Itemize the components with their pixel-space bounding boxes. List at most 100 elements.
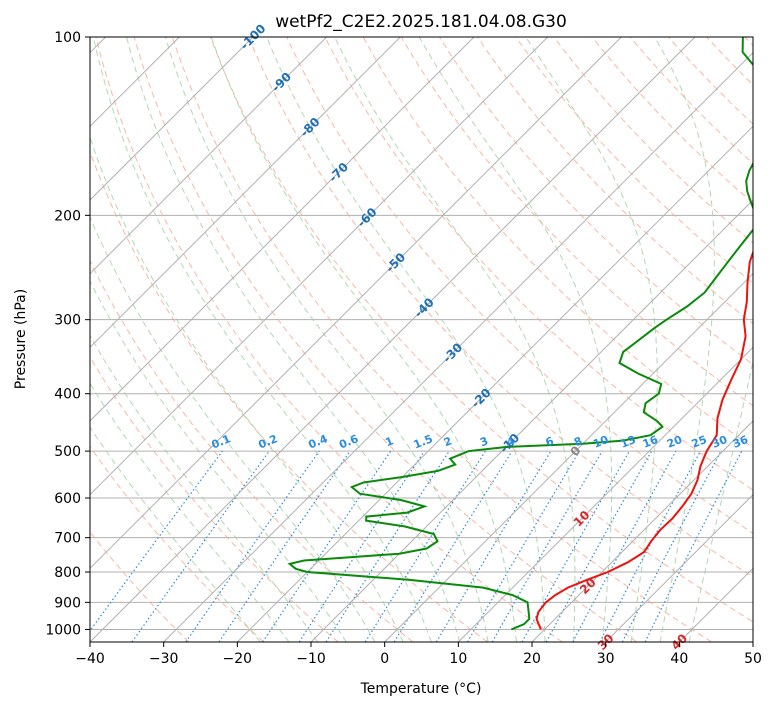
dry-adiabat	[90, 445, 264, 642]
isotherm	[90, 37, 254, 201]
moist-adiabat	[210, 37, 517, 642]
x-axis-ticks: −40 −30 −20 −10 0 10 20 30 40 50	[75, 642, 762, 667]
mixing-ratio-line	[521, 450, 631, 642]
moist-adiabat	[90, 426, 261, 642]
mixing-ratio-label: 30	[710, 433, 729, 451]
chart-title: wetPf2_C2E2.2025.181.04.08.G30	[275, 12, 567, 32]
moist-adiabat	[90, 135, 404, 642]
y-tick-label: 300	[54, 313, 81, 329]
isotherm	[605, 493, 753, 642]
mixing-ratio-line	[545, 450, 653, 642]
mixing-ratio-line	[572, 450, 677, 642]
dry-adiabat	[90, 150, 488, 642]
isotherm	[90, 37, 328, 275]
moist-adiabat	[126, 37, 461, 642]
moist-adiabat	[90, 382, 290, 642]
moist-adiabat	[92, 37, 432, 642]
y-axis-ticks: 100 200 300 400 500 600 700 800 900 1000	[45, 30, 90, 638]
isotherm	[457, 346, 753, 642]
mixing-ratio-label: 1	[383, 434, 395, 449]
plot-frame	[89, 36, 754, 643]
x-tick-label: −30	[149, 651, 179, 667]
mixing-ratio-line	[644, 450, 743, 642]
moist-adiabat	[164, 37, 489, 642]
x-tick-label: 10	[449, 651, 467, 667]
x-axis-label: Temperature (°C)	[360, 681, 482, 697]
mixing-ratio-line	[393, 450, 513, 642]
mixing-ratio-lines	[90, 450, 743, 642]
y-axis-label: Pressure (hPa)	[13, 289, 29, 389]
isotherm	[531, 420, 753, 642]
y-tick-label: 800	[54, 565, 81, 581]
dry-adiabat	[477, 37, 753, 325]
pressure-gridlines	[90, 37, 753, 630]
mixing-ratio-line	[298, 450, 425, 642]
mixing-ratio-label: 36	[731, 433, 750, 451]
isotherm	[310, 199, 753, 642]
moist-adiabat	[688, 358, 753, 642]
mixing-ratio-line	[131, 450, 270, 642]
dry-adiabat	[629, 37, 753, 165]
mixing-ratio-label: 20	[665, 433, 684, 451]
isotherm	[90, 37, 401, 349]
y-tick-label: 500	[54, 444, 81, 460]
moist-adiabat	[90, 334, 319, 642]
skewed-isotherms	[90, 37, 753, 642]
x-tick-label: 50	[744, 651, 762, 667]
dry-adiabat	[362, 37, 753, 449]
isotherm	[236, 125, 753, 642]
moist-adiabats	[90, 37, 753, 642]
moist-adiabat	[418, 37, 613, 642]
moist-adiabat	[525, 37, 658, 642]
y-tick-label: 600	[54, 491, 81, 507]
x-tick-label: 30	[597, 651, 615, 667]
mixing-ratio-labels: 0.1 0.2 0.4 0.6 1 1.5 2 3 4 6 8 10 13 16 20 25 30 36	[210, 432, 751, 451]
mixing-ratio-label: 13	[619, 433, 638, 451]
mixing-ratio-label: 10	[591, 433, 610, 451]
mixing-ratio-label: 2	[442, 434, 454, 449]
isotherm	[90, 37, 622, 570]
dry-adiabat	[90, 259, 414, 642]
y-tick-label: 400	[54, 387, 81, 403]
x-tick-label: −10	[296, 651, 326, 667]
x-tick-label: 0	[380, 651, 389, 667]
isotherm	[384, 272, 753, 642]
dry-adiabat	[133, 37, 638, 642]
dry-adiabats	[90, 37, 753, 642]
moist-adiabat	[334, 37, 576, 642]
dewpoint-line	[287, 37, 753, 631]
mixing-ratio-line	[325, 450, 450, 642]
y-tick-label: 1000	[45, 622, 81, 638]
mixing-ratio-label: 16	[641, 433, 660, 451]
isotherm	[90, 37, 696, 642]
sounding-series	[287, 37, 753, 631]
dry-adiabat	[438, 37, 753, 366]
mixing-ratio-line	[90, 450, 223, 632]
dry-adiabat	[591, 37, 753, 204]
dry-adiabat	[171, 37, 712, 642]
temperature-line	[535, 249, 753, 630]
isotherm	[163, 51, 753, 642]
mixing-ratio-line	[185, 450, 320, 642]
mixing-ratio-label: 3	[478, 434, 490, 449]
moist-adiabat	[90, 215, 376, 642]
dry-adiabat	[95, 37, 563, 642]
y-tick-label: 900	[54, 595, 81, 611]
isotherm	[90, 37, 475, 422]
mixing-ratio-label: 25	[690, 433, 709, 451]
x-tick-label: 40	[670, 651, 688, 667]
y-tick-label: 100	[54, 30, 81, 46]
dry-adiabat	[286, 37, 753, 534]
x-tick-label: −40	[75, 651, 105, 667]
moist-adiabat	[266, 37, 546, 642]
isotherm	[90, 37, 549, 496]
mixing-ratio-label: 8	[572, 434, 584, 449]
dry-adiabat	[553, 37, 753, 244]
x-tick-label: −20	[223, 651, 253, 667]
mixing-ratio-line	[218, 450, 351, 642]
y-tick-label: 200	[54, 208, 81, 224]
x-tick-label: 20	[523, 651, 541, 667]
y-tick-label: 700	[54, 531, 81, 547]
dry-adiabat	[248, 37, 753, 578]
